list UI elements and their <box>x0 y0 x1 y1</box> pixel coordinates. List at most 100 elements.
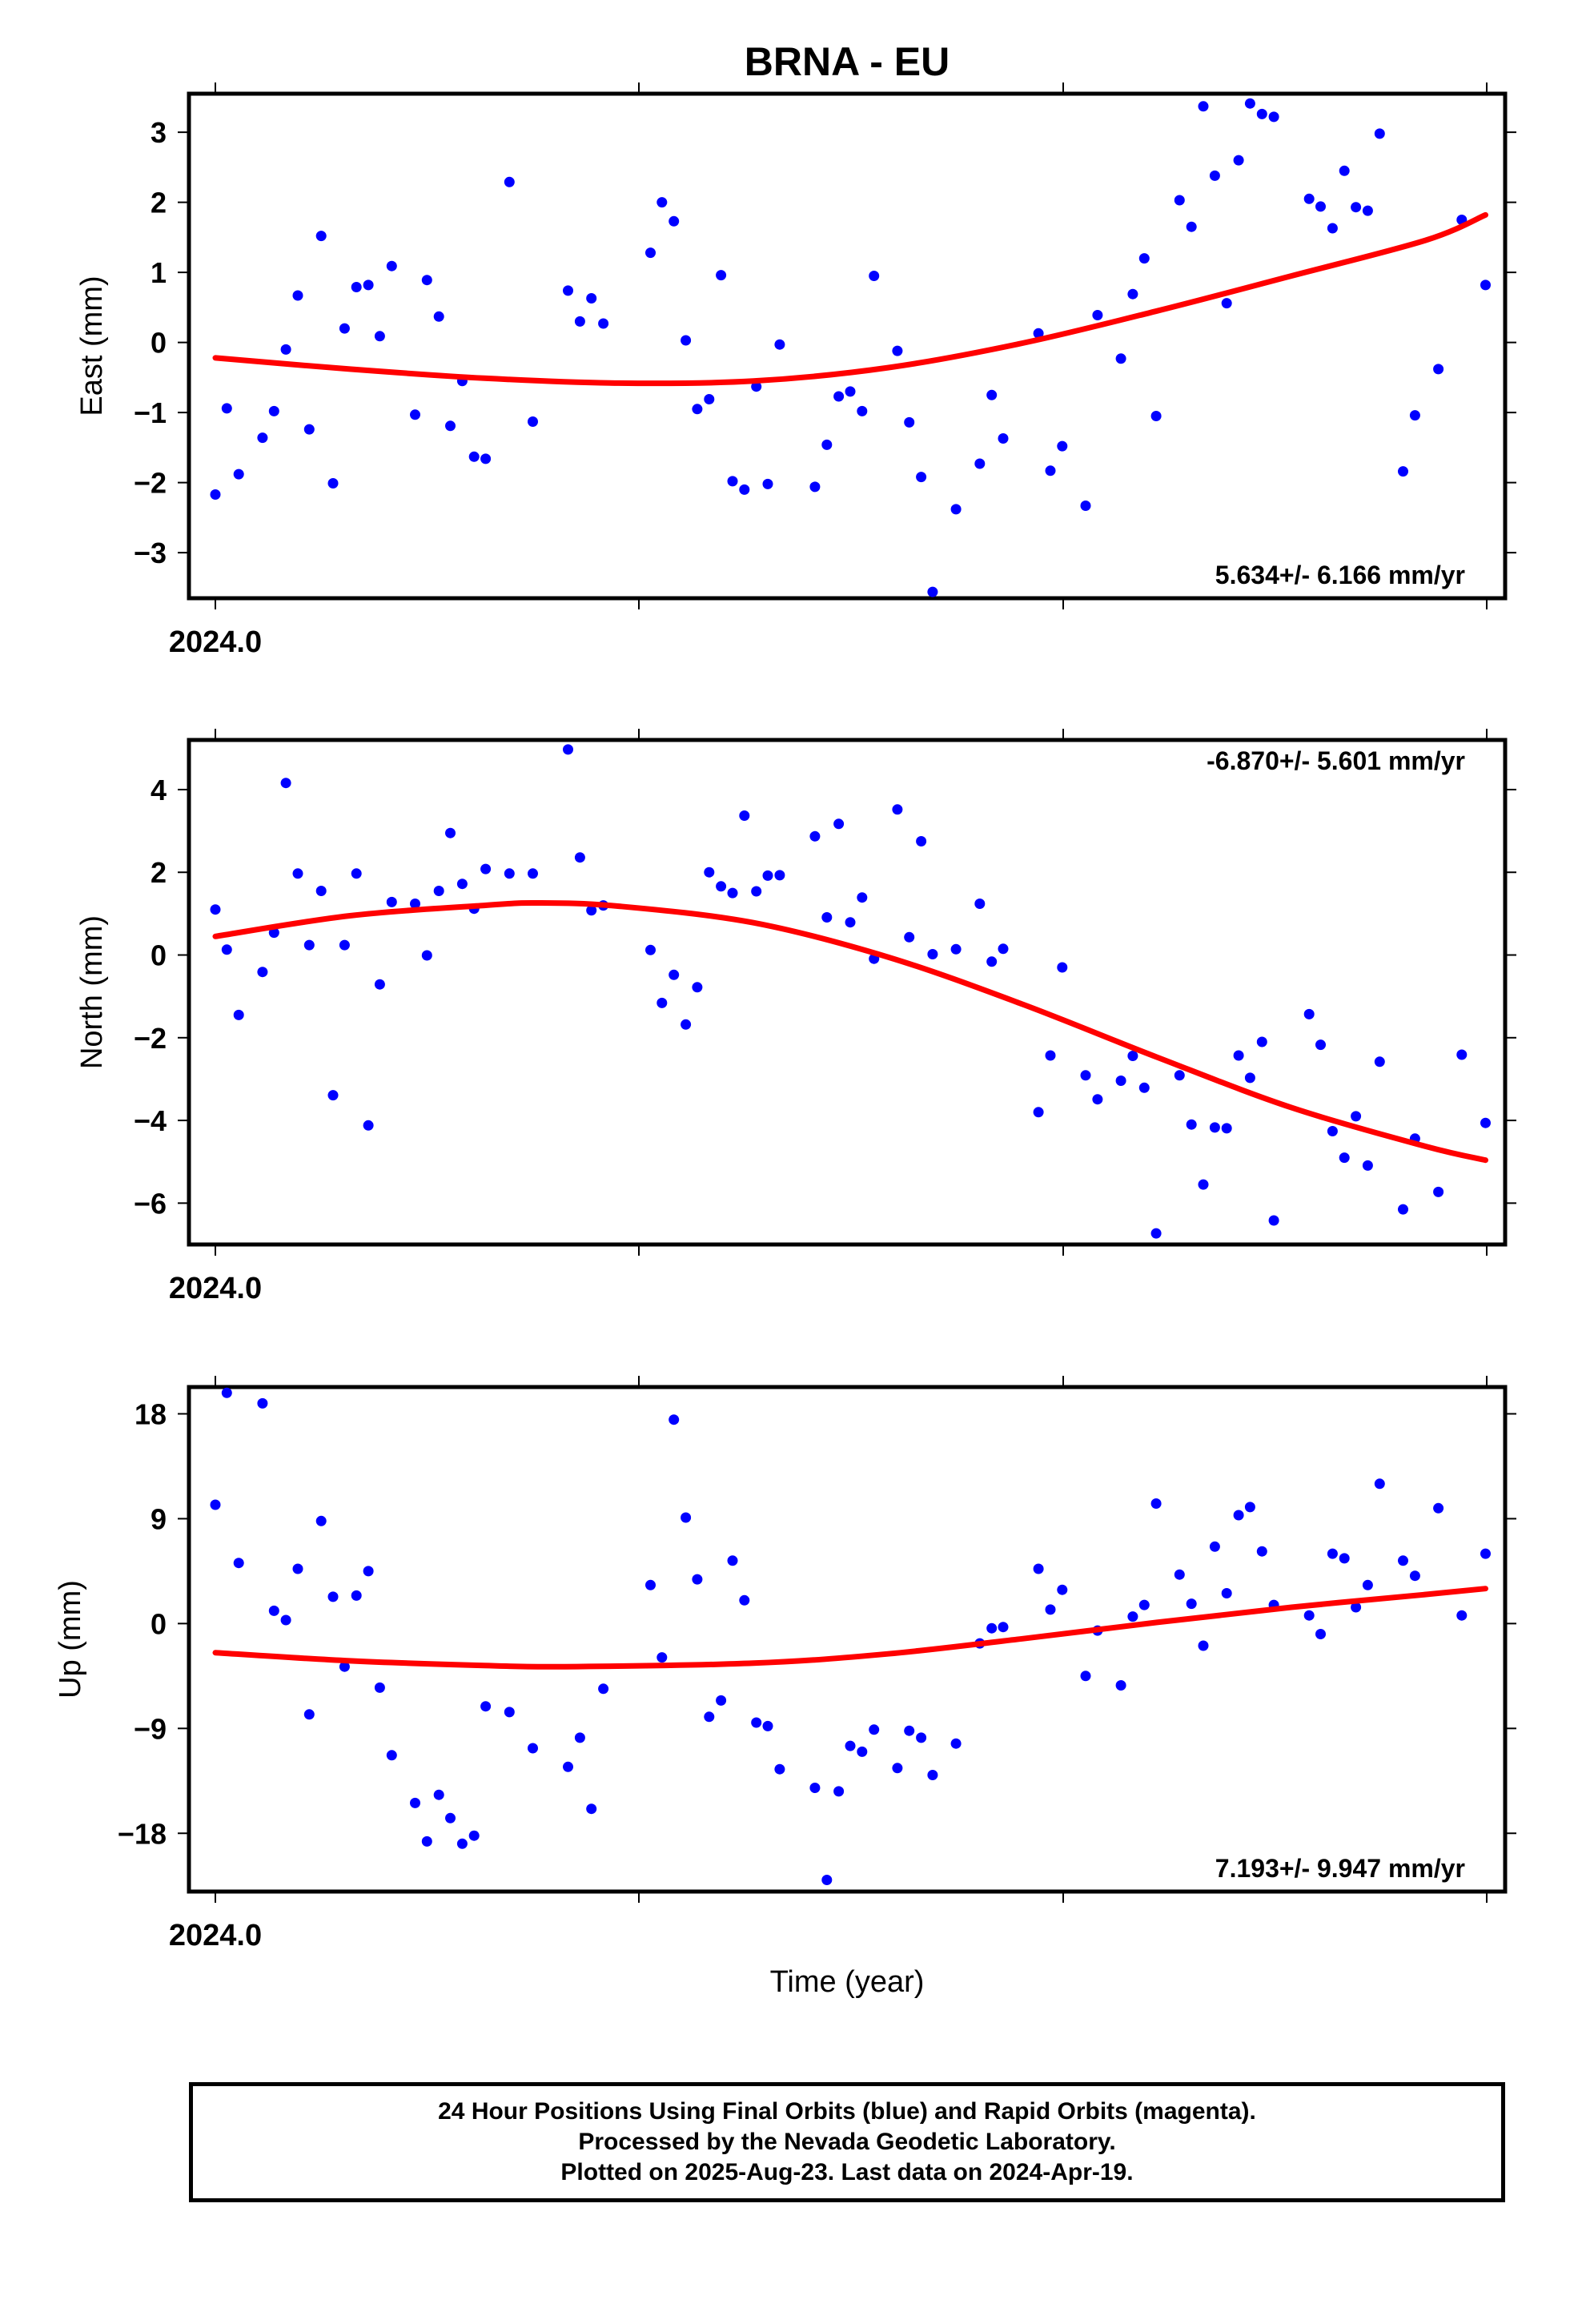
data-point <box>1186 1598 1197 1610</box>
y-tick-label: −2 <box>134 1022 167 1055</box>
data-point <box>456 1838 468 1849</box>
plot-frame <box>187 738 1508 1247</box>
data-point <box>1362 205 1373 216</box>
y-tick-label: 0 <box>151 939 167 972</box>
data-point <box>869 271 880 281</box>
data-point <box>1138 253 1150 264</box>
data-point <box>421 1835 432 1847</box>
data-point <box>1398 466 1408 477</box>
data-point <box>528 416 538 427</box>
velocity-rate-label: 5.634+/- 6.166 mm/yr <box>1215 561 1465 589</box>
data-point <box>821 439 833 450</box>
data-point <box>480 453 492 464</box>
data-point <box>480 1701 492 1712</box>
data-point <box>1233 1510 1244 1521</box>
data-point <box>1057 962 1068 973</box>
data-point <box>1080 501 1091 511</box>
data-points <box>210 98 1491 597</box>
data-point <box>833 818 845 830</box>
data-point <box>1315 1629 1326 1639</box>
data-point <box>1092 1094 1103 1105</box>
plot-frame <box>187 1385 1508 1894</box>
data-point <box>1351 1111 1362 1122</box>
data-point <box>598 1683 609 1695</box>
data-point <box>504 1707 515 1718</box>
data-point <box>1256 1036 1267 1047</box>
data-point <box>739 1594 750 1606</box>
data-point <box>857 405 868 416</box>
data-point <box>351 868 362 879</box>
y-tick-label: 4 <box>151 774 167 806</box>
data-point <box>1362 1160 1373 1171</box>
y-tick-label: −2 <box>134 467 167 500</box>
data-point <box>1244 1502 1255 1513</box>
data-point <box>280 344 291 355</box>
data-point <box>704 1711 715 1723</box>
data-point <box>656 197 668 208</box>
data-point <box>669 1414 680 1425</box>
data-point <box>727 476 738 487</box>
data-point <box>1456 1610 1468 1621</box>
data-point <box>927 949 938 959</box>
data-point <box>445 420 456 432</box>
data-point <box>1374 128 1385 139</box>
data-point <box>1150 1228 1162 1239</box>
data-point <box>1198 1640 1209 1651</box>
data-point <box>268 405 279 416</box>
data-point <box>421 275 432 286</box>
data-point <box>1327 223 1338 234</box>
y-tick-label: −18 <box>118 1817 167 1850</box>
data-point <box>809 1783 821 1793</box>
data-point <box>445 827 456 838</box>
trend-fit-line <box>212 1586 1488 1670</box>
data-point <box>809 830 821 842</box>
y-tick-label: −1 <box>134 396 167 429</box>
data-point <box>739 484 750 495</box>
data-point <box>1045 1050 1056 1061</box>
data-points <box>210 1387 1491 1885</box>
data-point <box>1080 1070 1091 1081</box>
data-point <box>504 176 515 187</box>
data-point <box>833 1786 845 1797</box>
data-point <box>1045 1604 1056 1615</box>
data-point <box>1433 364 1444 375</box>
data-point <box>762 870 773 881</box>
data-point <box>563 285 573 296</box>
footer-line-1: 24 Hour Positions Using Final Orbits (bl… <box>438 2098 1256 2125</box>
y-tick-label: 2 <box>151 187 167 219</box>
data-point <box>1221 1588 1232 1598</box>
data-point <box>821 912 833 923</box>
data-point <box>857 1746 868 1757</box>
data-point <box>916 836 927 846</box>
data-point <box>433 311 444 322</box>
data-point <box>210 904 221 915</box>
data-point <box>1374 1056 1385 1068</box>
y-tick-label: 18 <box>135 1397 167 1430</box>
data-point <box>280 1614 291 1626</box>
velocity-rate-label: -6.870+/- 5.601 mm/yr <box>1207 746 1465 775</box>
data-point <box>1150 411 1162 421</box>
data-point <box>257 1397 268 1409</box>
data-point <box>1057 440 1068 452</box>
data-point <box>1033 1107 1044 1118</box>
y-axis-label: North (mm) <box>75 915 109 1069</box>
y-tick-label: 2 <box>151 856 167 889</box>
x-tick-label: 2024.0 <box>169 1919 262 1952</box>
data-point <box>221 944 232 955</box>
data-point <box>1480 279 1491 291</box>
data-point <box>1174 1569 1185 1580</box>
data-point <box>1244 98 1255 109</box>
data-point <box>1409 410 1420 421</box>
data-point <box>1268 1215 1279 1226</box>
data-point <box>1456 1049 1468 1060</box>
data-point <box>1115 353 1126 364</box>
data-point <box>233 468 244 480</box>
y-tick-label: 0 <box>151 327 167 360</box>
data-point <box>210 489 221 500</box>
data-point <box>727 1555 738 1566</box>
data-point <box>1209 1541 1220 1552</box>
data-point <box>727 887 738 899</box>
data-point <box>927 586 938 597</box>
x-axis-label: Time (year) <box>770 1965 925 1999</box>
data-point <box>892 345 903 356</box>
